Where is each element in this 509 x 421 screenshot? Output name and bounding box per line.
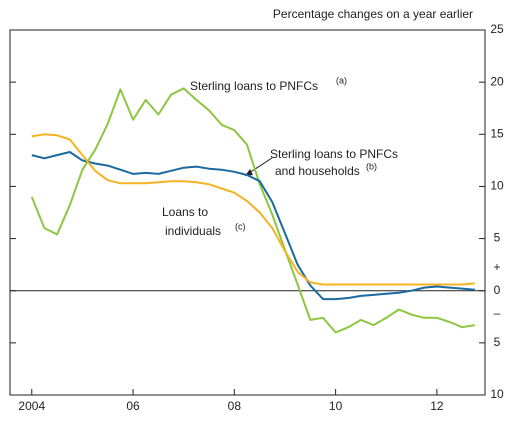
series-line	[30, 87, 476, 334]
series-note: (c)	[235, 221, 246, 231]
series-note: (a)	[336, 75, 347, 85]
axis-sign: –	[494, 306, 501, 320]
series-label: Sterling loans to PNFCs	[270, 147, 398, 161]
y-tick-label: 10	[490, 179, 504, 193]
series-note: (b)	[366, 161, 377, 171]
y-tick-label: 5	[494, 335, 501, 349]
y-tick-label: 25	[490, 22, 504, 36]
series-label: Loans to	[162, 205, 208, 219]
x-tick-label: 12	[430, 399, 444, 413]
series-line	[31, 151, 475, 301]
x-tick-label: 06	[126, 399, 140, 413]
y-tick-label: 5	[494, 231, 501, 245]
plot-frame	[9, 29, 486, 396]
chart-subtitle: Percentage changes on a year earlier	[273, 7, 473, 21]
axis-sign: +	[493, 260, 500, 274]
arrow-line	[248, 157, 273, 174]
x-tick-label: 2004	[18, 399, 45, 413]
y-tick-label: 15	[490, 126, 504, 140]
series-label: and households	[275, 164, 360, 178]
y-tick-label: 10	[490, 387, 504, 401]
series-line	[31, 133, 475, 286]
x-tick-label: 10	[329, 399, 343, 413]
x-tick-label: 08	[228, 399, 242, 413]
y-tick-label: 20	[490, 74, 504, 88]
series-label: Sterling loans to PNFCs	[190, 79, 318, 93]
series-label: individuals	[165, 224, 221, 238]
y-tick-label: 0	[494, 283, 501, 297]
